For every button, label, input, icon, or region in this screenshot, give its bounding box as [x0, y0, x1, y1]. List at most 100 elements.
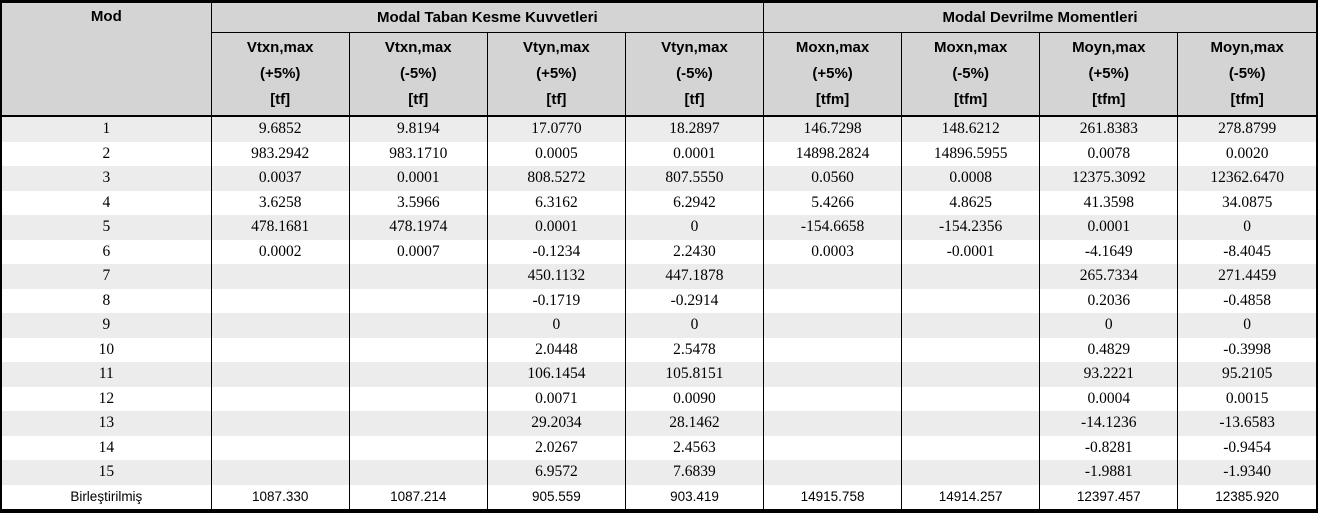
column-unit: [tf]	[546, 91, 567, 108]
column-eccentricity: (-5%)	[952, 65, 989, 82]
value-cell: -0.1234	[486, 239, 626, 264]
value-cell	[210, 386, 350, 411]
value-cell: -8.4045	[1177, 239, 1316, 264]
value-cell: 0	[1177, 215, 1316, 240]
group-header-overturning-moment: Modal Devrilme Momentleri	[763, 3, 1316, 33]
value-cell	[210, 264, 350, 289]
value-cell: 0	[1177, 313, 1316, 338]
column-header-moxn-m5: Moxn,max (-5%) [tfm]	[901, 32, 1040, 117]
value-cell: -0.9454	[1177, 435, 1316, 460]
value-cell: 14898.2824	[763, 141, 902, 166]
mod-number-cell: 2	[2, 141, 212, 166]
mod-number-cell: 11	[2, 362, 212, 387]
column-eccentricity: (-5%)	[676, 65, 713, 82]
column-header-row: Vtxn,max (+5%) [tf] Vtxn,max (-5%) [tf] …	[2, 32, 1316, 117]
value-cell: 105.8151	[624, 362, 764, 387]
table-body: 1 9.6852 9.8194 17.0770 18.2897 146.7298 148.6…	[2, 116, 1316, 509]
table-row: 2 983.2942 983.1710 0.0005 0.0001 14898.2824 1…	[2, 141, 1316, 166]
column-header-moyn-p5: Moyn,max (+5%) [tfm]	[1039, 32, 1178, 117]
value-cell: 0.0001	[624, 141, 764, 166]
value-cell: 148.6212	[901, 116, 1040, 142]
value-cell: -4.1649	[1039, 239, 1178, 264]
mod-number-cell: 4	[2, 190, 212, 215]
value-cell: 95.2105	[1177, 362, 1316, 387]
value-cell: 450.1132	[486, 264, 626, 289]
value-cell	[348, 435, 488, 460]
table-header: Mod Modal Taban Kesme Kuvvetleri Modal D…	[2, 3, 1316, 117]
value-cell: 17.0770	[486, 116, 626, 142]
table-row: 3 0.0037 0.0001 808.5272 807.5550 0.0560 0.000…	[2, 166, 1316, 191]
value-cell: 9.6852	[210, 116, 350, 142]
value-cell	[763, 264, 902, 289]
table-row: 13 29.2034 28.1462 -14.1236 -13.6583	[2, 411, 1316, 436]
table-row: 14 2.0267 2.4563 -0.8281 -0.9454	[2, 435, 1316, 460]
value-cell	[763, 435, 902, 460]
value-cell	[901, 386, 1040, 411]
value-cell	[210, 362, 350, 387]
value-cell	[348, 337, 488, 362]
table-row: 8 -0.1719 -0.2914 0.2036 -0.4858	[2, 288, 1316, 313]
value-cell: 1087.330	[210, 484, 350, 509]
value-cell: 0.0004	[1039, 386, 1178, 411]
table-row: 10 2.0448 2.5478 0.4829 -0.3998	[2, 337, 1316, 362]
mod-number-cell: 15	[2, 460, 212, 485]
value-cell	[901, 337, 1040, 362]
value-cell	[348, 288, 488, 313]
value-cell: 7.6839	[624, 460, 764, 485]
value-cell: 478.1681	[210, 215, 350, 240]
value-cell: 106.1454	[486, 362, 626, 387]
value-cell: -0.2914	[624, 288, 764, 313]
value-cell: 0.0002	[210, 239, 350, 264]
column-name: Moxn,max	[795, 39, 870, 56]
value-cell: 447.1878	[624, 264, 764, 289]
value-cell: 6.9572	[486, 460, 626, 485]
column-header-vtyn-m5: Vtyn,max (-5%) [tf]	[624, 32, 764, 117]
value-cell: 261.8383	[1039, 116, 1178, 142]
column-name: Moyn,max	[1072, 39, 1146, 56]
column-eccentricity: (-5%)	[1228, 65, 1266, 82]
value-cell: 265.7334	[1039, 264, 1178, 289]
value-cell: 0.0007	[348, 239, 488, 264]
value-cell: 0.0037	[210, 166, 350, 191]
value-cell: 12385.920	[1177, 484, 1316, 509]
group-header-row: Mod Modal Taban Kesme Kuvvetleri Modal D…	[2, 3, 1316, 117]
column-name: Moxn,max	[933, 39, 1008, 56]
column-unit: [tf]	[408, 91, 429, 108]
value-cell: 93.2221	[1039, 362, 1178, 387]
value-cell	[348, 386, 488, 411]
value-cell: 2.0267	[486, 435, 626, 460]
value-cell	[763, 313, 902, 338]
mod-number-cell: 14	[2, 435, 212, 460]
value-cell: 0.0020	[1177, 141, 1316, 166]
mod-number-cell: 3	[2, 166, 212, 191]
column-header-vtxn-m5: Vtxn,max (-5%) [tf]	[348, 32, 488, 117]
value-cell: 12362.6470	[1177, 166, 1316, 191]
value-cell: 0.0078	[1039, 141, 1178, 166]
value-cell: 0.0001	[348, 166, 488, 191]
value-cell: 808.5272	[486, 166, 626, 191]
value-cell: -0.1719	[486, 288, 626, 313]
value-cell: -0.3998	[1177, 337, 1316, 362]
value-cell: 903.419	[624, 484, 764, 509]
column-header-mod: Mod	[2, 3, 212, 117]
mod-number-cell: 12	[2, 386, 212, 411]
column-unit: [tfm]	[953, 91, 988, 108]
mod-number-cell: 9	[2, 313, 212, 338]
value-cell: 3.5966	[348, 190, 488, 215]
value-cell: -154.2356	[901, 215, 1040, 240]
mod-number-cell: 13	[2, 411, 212, 436]
value-cell: 905.559	[486, 484, 626, 509]
value-cell	[210, 460, 350, 485]
value-cell	[348, 264, 488, 289]
value-cell: 2.2430	[624, 239, 764, 264]
modal-results-table: Mod Modal Taban Kesme Kuvvetleri Modal D…	[2, 3, 1316, 509]
value-cell	[210, 337, 350, 362]
column-header-vtyn-p5: Vtyn,max (+5%) [tf]	[486, 32, 626, 117]
value-cell: 3.6258	[210, 190, 350, 215]
table-row: 15 6.9572 7.6839 -1.9881 -1.9340	[2, 460, 1316, 485]
mod-number-cell: 1	[2, 116, 212, 142]
value-cell	[348, 460, 488, 485]
column-unit: [tfm]	[1092, 91, 1126, 108]
value-cell: 34.0875	[1177, 190, 1316, 215]
